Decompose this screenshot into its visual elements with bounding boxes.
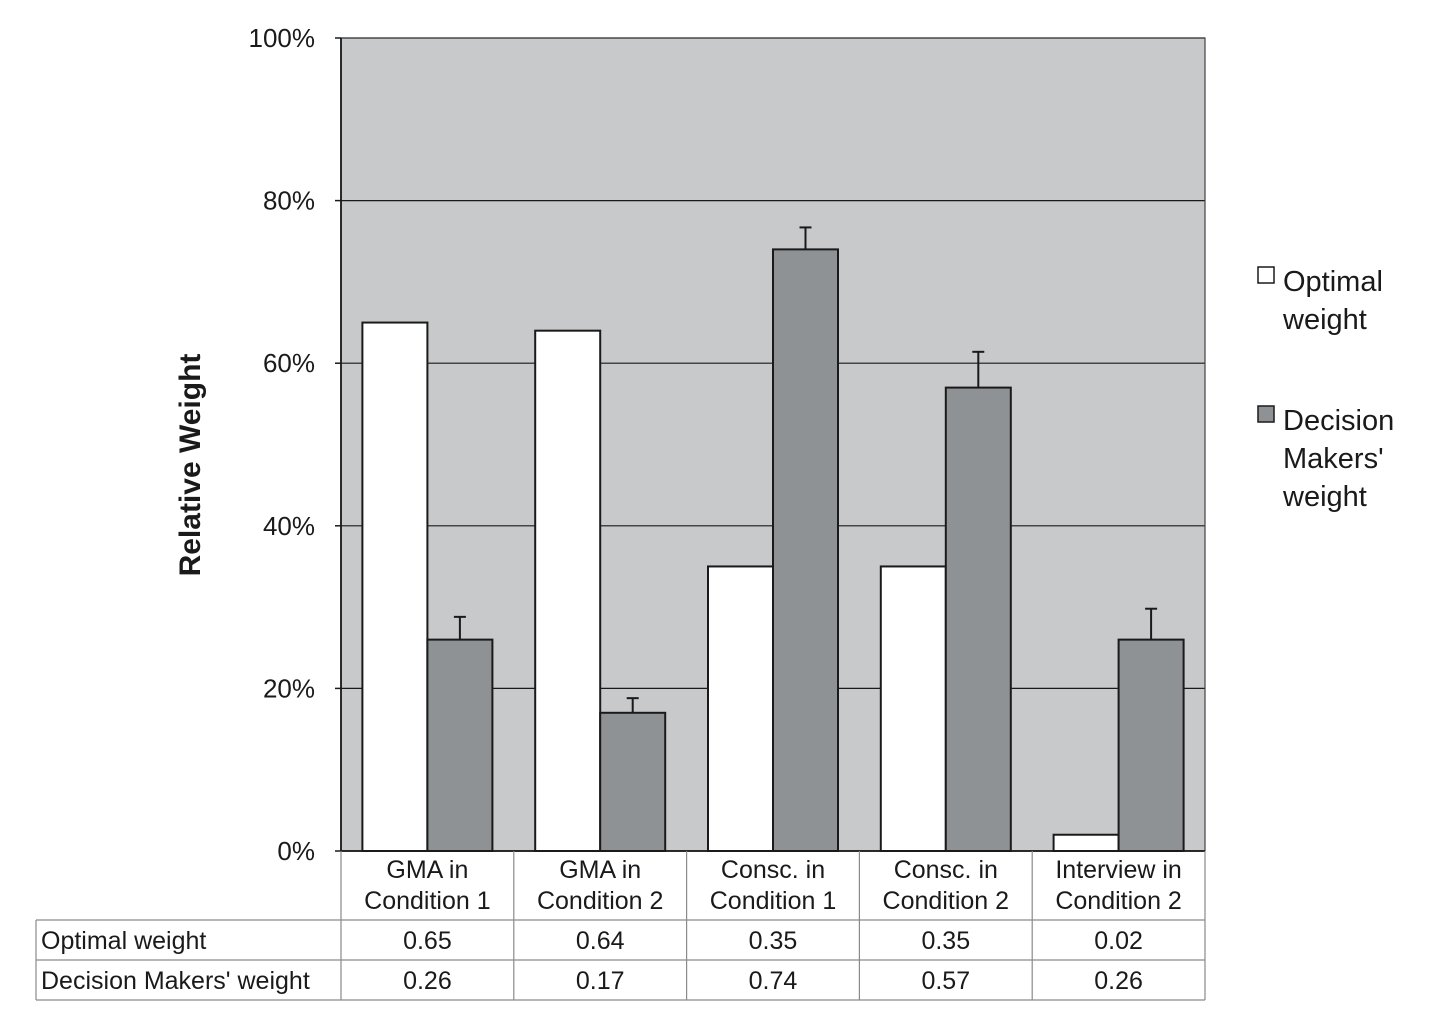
y-tick-label: 40% <box>263 511 315 541</box>
x-tick-label: Condition 2 <box>537 887 663 915</box>
table-cell-value: 0.26 <box>1094 967 1143 995</box>
table-cell-value: 0.64 <box>576 927 625 955</box>
y-tick-label: 0% <box>277 836 315 866</box>
x-tick-label: Condition 1 <box>364 887 490 915</box>
bar-decision-makers-weight <box>426 638 494 852</box>
table-cell-value: 0.65 <box>403 927 452 955</box>
x-tick-label: Condition 2 <box>883 887 1009 915</box>
bar-optimal-weight <box>707 565 774 852</box>
y-axis-ticks: 0% 20% 40% 60% 80% 100% <box>249 23 1205 866</box>
table-cell-value: 0.35 <box>921 927 970 955</box>
x-tick-label: Interview in <box>1055 856 1181 884</box>
y-tick-label: 60% <box>263 348 315 378</box>
legend-swatch <box>1257 266 1275 284</box>
table-row-header: Optimal weight <box>41 927 206 955</box>
bar-optimal-weight <box>1052 833 1120 852</box>
x-tick-label: Consc. in <box>721 856 825 884</box>
x-tick-label: Consc. in <box>894 856 998 884</box>
table-cell-value: 0.57 <box>921 967 970 995</box>
x-tick-label: GMA in <box>386 856 468 884</box>
table-cell-value: 0.02 <box>1094 927 1143 955</box>
table-row-header: Decision Makers' weight <box>41 967 310 995</box>
y-axis-title: Relative Weight <box>174 354 207 577</box>
table-cell-value: 0.35 <box>749 927 798 955</box>
x-tick-label: Condition 1 <box>710 887 836 915</box>
legend-label: weight <box>1282 481 1367 513</box>
bar-optimal-weight <box>534 329 602 852</box>
x-tick-label: GMA in <box>559 856 641 884</box>
bar-optimal-weight <box>879 565 947 852</box>
legend-label: Makers' <box>1283 443 1384 475</box>
bar-decision-makers-weight <box>944 386 1012 852</box>
y-tick-label: 80% <box>263 186 315 216</box>
legend-label: Decision <box>1283 405 1394 437</box>
x-tick-label: Condition 2 <box>1055 887 1181 915</box>
bars <box>361 248 1185 852</box>
bar-decision-makers-weight <box>772 248 839 852</box>
legend-label: weight <box>1282 304 1367 336</box>
legend-label: Optimal <box>1283 266 1383 298</box>
legend-swatch <box>1257 405 1275 423</box>
bar-decision-makers-weight <box>1117 638 1185 852</box>
data-table: GMA in Condition 1 GMA in Condition 2 Consc.… <box>35 851 1206 1001</box>
table-cell-value: 0.74 <box>749 967 798 995</box>
bar-optimal-weight <box>361 321 429 852</box>
y-tick-label: 20% <box>263 673 315 703</box>
table-cell-value: 0.26 <box>403 967 452 995</box>
bar-decision-makers-weight <box>599 711 667 852</box>
table-cell-value: 0.17 <box>576 967 625 995</box>
error-bars <box>453 226 1158 713</box>
legend: Optimal weight Decision Makers' weight <box>1257 266 1394 513</box>
y-tick-label: 100% <box>249 23 316 53</box>
